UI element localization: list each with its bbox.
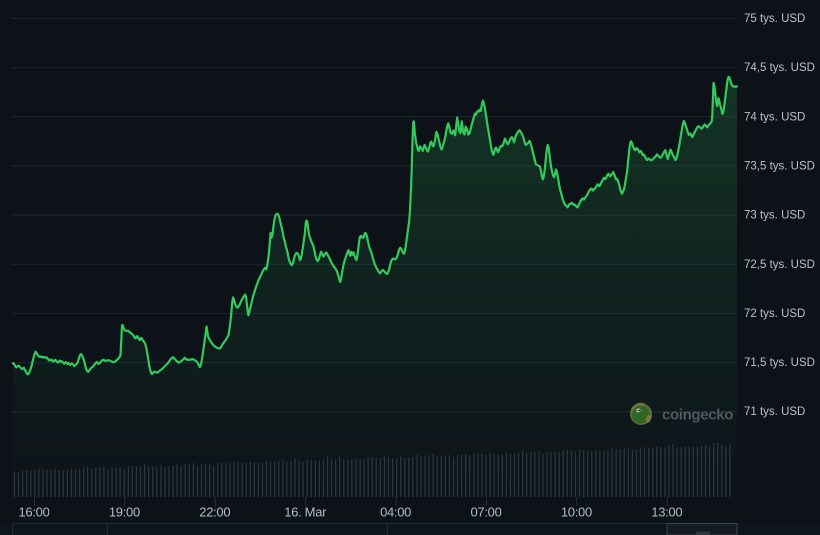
svg-text:04:00: 04:00 [380,505,411,520]
svg-text:75 tys. USD: 75 tys. USD [744,13,805,25]
svg-text:74 tys. USD: 74 tys. USD [744,111,805,123]
svg-text:07:00: 07:00 [470,505,501,520]
svg-text:16:00: 16:00 [18,505,49,520]
svg-text:71,5 tys. USD: 71,5 tys. USD [744,357,815,369]
svg-text:72 tys. USD: 72 tys. USD [744,308,805,320]
svg-text:19:00: 19:00 [109,505,140,520]
svg-text:10:00: 10:00 [561,505,592,520]
svg-text:71 tys. USD: 71 tys. USD [744,406,805,418]
svg-text:73 tys. USD: 73 tys. USD [744,210,805,222]
svg-text:73,5 tys. USD: 73,5 tys. USD [744,160,815,172]
svg-text:72,5 tys. USD: 72,5 tys. USD [744,259,815,271]
svg-text:16. Mar: 16. Mar [284,505,327,520]
svg-text:74,5 tys. USD: 74,5 tys. USD [744,62,815,74]
svg-text:coingecko: coingecko [662,407,733,424]
svg-text:22:00: 22:00 [199,505,230,520]
svg-text:13:00: 13:00 [651,505,682,520]
